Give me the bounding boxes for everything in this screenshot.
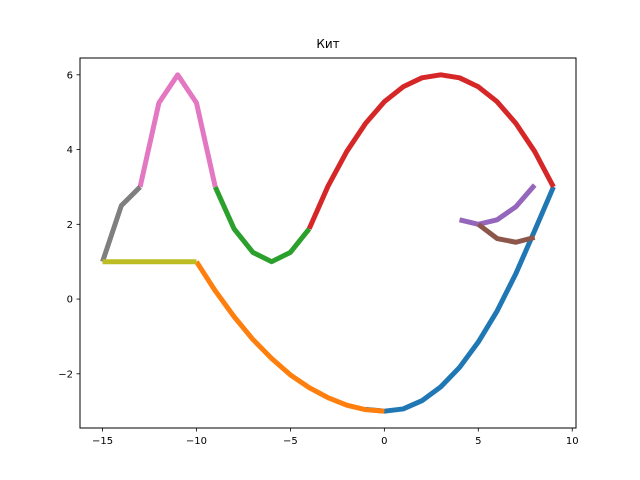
chart-title: Кит [316,37,339,51]
series-line-3 [212,185,312,265]
y-tick-label: 0 [67,295,73,306]
series-line-5 [458,183,537,227]
x-tick-label: 0 [381,436,387,447]
series-line-6 [476,222,536,245]
series-line-4 [306,72,556,230]
x-tick-label: −10 [186,436,207,447]
series-line-8 [100,185,142,263]
x-tick-label: 5 [475,436,481,447]
y-tick-label: −2 [58,369,73,380]
series-layer [100,72,556,414]
series-line-7 [137,72,218,188]
series-line-1 [365,185,556,414]
axis-layer: −15 −10 −5 0 5 10 −2 0 2 4 6 [58,70,578,447]
y-tick-label: 2 [67,220,73,231]
y-tick-label: 4 [67,145,73,156]
x-tick-label: −15 [92,436,113,447]
x-tick-label: −5 [283,436,298,447]
y-tick-label: 6 [67,70,73,81]
x-tick-label: 10 [566,436,579,447]
plot-frame [79,57,577,429]
series-line-2 [194,260,385,414]
